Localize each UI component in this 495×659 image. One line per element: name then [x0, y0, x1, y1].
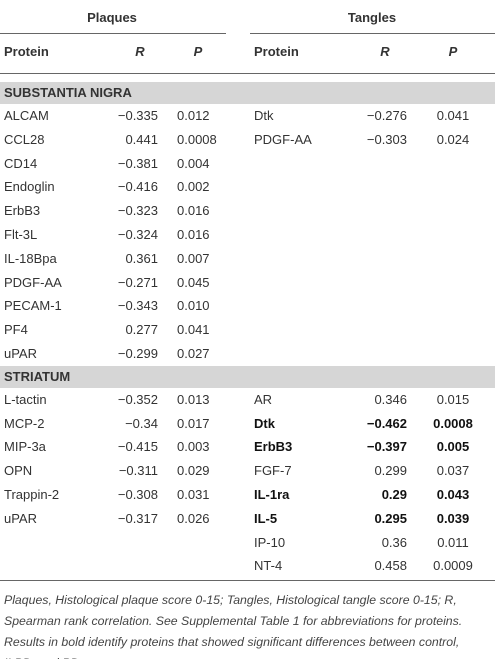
p-cell: 0.016 — [177, 203, 210, 219]
r-cell: −0.271 — [117, 274, 158, 290]
footnote: Plaques, Histological plaque score 0-15;… — [4, 593, 463, 659]
protein-cell: AR — [254, 391, 273, 407]
r-cell: 0.361 — [125, 250, 158, 266]
protein-cell: Endoglin — [4, 179, 55, 195]
protein-cell: MIP-3a — [4, 439, 46, 455]
r-cell: 0.441 — [125, 131, 158, 147]
section-band — [0, 82, 495, 104]
protein-cell: MCP-2 — [4, 415, 45, 431]
protein-cell: CD14 — [4, 155, 38, 171]
rule — [0, 33, 226, 34]
r-cell: 0.29 — [381, 486, 407, 502]
protein-cell: PDGF-AA — [254, 131, 312, 147]
protein-cell: FGF-7 — [254, 463, 292, 479]
rule — [0, 73, 495, 74]
p-cell: 0.037 — [436, 463, 470, 479]
p-cell: 0.041 — [436, 107, 470, 123]
protein-cell: PECAM-1 — [4, 298, 62, 314]
protein-cell: IL-18Bpa — [4, 250, 57, 266]
r-cell: −0.311 — [118, 463, 158, 479]
r-cell: −0.416 — [117, 179, 158, 195]
p-cell: 0.043 — [436, 486, 470, 502]
protein-cell: Dtk — [254, 415, 275, 431]
protein-cell: L-tactin — [4, 391, 47, 407]
r-cell: −0.299 — [117, 345, 158, 361]
p-cell: 0.016 — [177, 226, 210, 242]
r-cell: −0.308 — [117, 486, 158, 502]
p-cell: 0.0008 — [177, 131, 217, 147]
group-header: Plaques — [87, 10, 137, 25]
protein-cell: Flt-3L — [4, 226, 38, 242]
p-cell: 0.0009 — [433, 558, 473, 574]
p-cell: 0.012 — [177, 107, 210, 123]
p-cell: 0.002 — [177, 179, 210, 195]
p-cell: 0.024 — [436, 131, 470, 147]
r-cell: 0.346 — [374, 391, 407, 407]
protein-cell: OPN — [4, 463, 33, 479]
rule — [250, 33, 495, 34]
r-cell: 0.36 — [381, 534, 407, 550]
r-cell: −0.317 — [117, 510, 158, 526]
protein-cell: ErbB3 — [254, 439, 293, 455]
p-cell: 0.0008 — [433, 415, 473, 431]
r-cell: −0.352 — [117, 391, 158, 407]
protein-cell: ErbB3 — [4, 203, 41, 219]
p-cell: 0.013 — [177, 391, 210, 407]
p-cell: 0.007 — [177, 250, 210, 266]
protein-cell: Dtk — [254, 107, 274, 123]
protein-cell: ALCAM — [4, 107, 49, 123]
r-cell: −0.34 — [125, 415, 158, 431]
r-cell: −0.415 — [117, 439, 158, 455]
p-cell: 0.029 — [177, 463, 210, 479]
r-cell: −0.397 — [366, 439, 407, 455]
p-cell: 0.005 — [436, 439, 470, 455]
column-header: R — [135, 44, 145, 59]
protein-cell: IL-5 — [254, 510, 278, 526]
column-header: Protein — [4, 44, 49, 59]
protein-cell: Trappin-2 — [4, 486, 60, 502]
r-cell: 0.277 — [125, 322, 158, 338]
p-cell: 0.039 — [436, 510, 470, 526]
r-cell: −0.324 — [117, 226, 158, 242]
p-cell: 0.004 — [177, 155, 210, 171]
r-cell: −0.381 — [117, 155, 158, 171]
column-header: R — [380, 44, 390, 59]
protein-cell: NT-4 — [254, 558, 283, 574]
p-cell: 0.041 — [177, 322, 210, 338]
protein-cell: IP-10 — [254, 534, 286, 550]
p-cell: 0.003 — [177, 439, 210, 455]
r-cell: −0.343 — [117, 298, 158, 314]
r-cell: −0.323 — [117, 203, 158, 219]
column-header: P — [193, 44, 203, 59]
p-cell: 0.015 — [436, 391, 470, 407]
r-cell: −0.335 — [117, 107, 158, 123]
protein-cell: CCL28 — [4, 131, 45, 147]
protein-cell: PF4 — [4, 322, 28, 338]
p-cell: 0.017 — [177, 415, 210, 431]
group-header: Tangles — [347, 10, 397, 25]
r-cell: 0.458 — [374, 558, 407, 574]
r-cell: −0.303 — [366, 131, 407, 147]
r-cell: 0.299 — [374, 463, 407, 479]
protein-cell: PDGF-AA — [4, 274, 62, 290]
column-header: Protein — [254, 44, 299, 59]
p-cell: 0.031 — [177, 486, 210, 502]
r-cell: −0.276 — [366, 107, 407, 123]
p-cell: 0.010 — [177, 298, 210, 314]
column-header: P — [448, 44, 458, 59]
protein-cell: uPAR — [4, 345, 37, 361]
p-cell: 0.026 — [177, 510, 210, 526]
r-cell: −0.462 — [366, 415, 407, 431]
p-cell: 0.045 — [177, 274, 210, 290]
p-cell: 0.027 — [177, 345, 210, 361]
section-band — [0, 365, 495, 388]
r-cell: 0.295 — [374, 510, 407, 526]
section-title: SUBSTANTIA NIGRA — [4, 85, 132, 100]
protein-cell: uPAR — [4, 510, 37, 526]
section-title: STRIATUM — [4, 368, 71, 384]
p-cell: 0.011 — [437, 534, 469, 550]
rule — [0, 580, 495, 582]
protein-cell: IL-1ra — [254, 486, 290, 502]
